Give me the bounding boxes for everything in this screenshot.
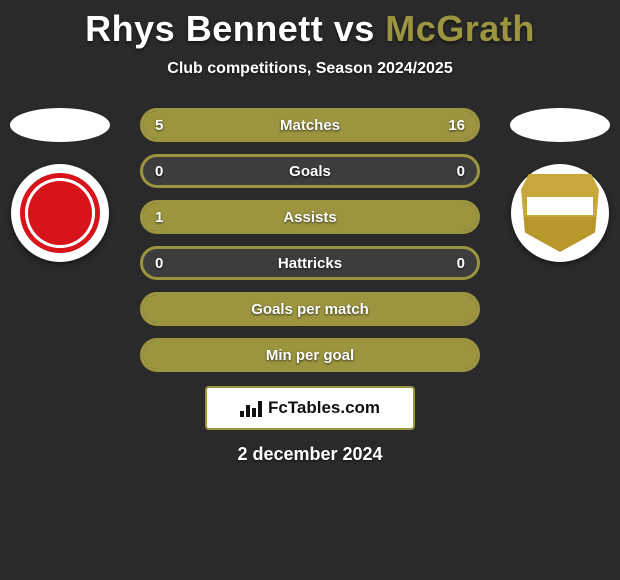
stat-bar: 00Goals: [140, 154, 480, 188]
player1-placeholder-icon: [10, 108, 110, 142]
stat-label: Min per goal: [143, 341, 477, 369]
player2-name: McGrath: [385, 8, 535, 49]
stat-bar: 516Matches: [140, 108, 480, 142]
stat-bar: Goals per match: [140, 292, 480, 326]
stat-bar: Min per goal: [140, 338, 480, 372]
chart-icon: [240, 399, 262, 417]
left-column: [0, 108, 120, 262]
date-text: 2 december 2024: [0, 444, 620, 465]
stat-label: Goals per match: [143, 295, 477, 323]
stat-bars: 516Matches 00Goals 1Assists 00Hattricks Goal…: [140, 108, 480, 372]
player1-club-badge-icon: [11, 164, 109, 262]
stat-bar: 00Hattricks: [140, 246, 480, 280]
stat-label: Matches: [143, 111, 477, 139]
site-badge: FcTables.com: [205, 386, 415, 430]
subtitle: Club competitions, Season 2024/2025: [0, 60, 620, 78]
player2-placeholder-icon: [510, 108, 610, 142]
stat-label: Assists: [143, 203, 477, 231]
stat-label: Hattricks: [143, 249, 477, 277]
player1-name: Rhys Bennett: [85, 8, 323, 49]
vs-text: vs: [334, 8, 375, 49]
page-title: Rhys Bennett vs McGrath: [0, 0, 620, 50]
stat-bar: 1Assists: [140, 200, 480, 234]
player2-club-badge-icon: [511, 164, 609, 262]
site-text: FcTables.com: [268, 398, 380, 418]
comparison-panel: 516Matches 00Goals 1Assists 00Hattricks Goal…: [0, 108, 620, 465]
stat-label: Goals: [143, 157, 477, 185]
right-column: [500, 108, 620, 262]
